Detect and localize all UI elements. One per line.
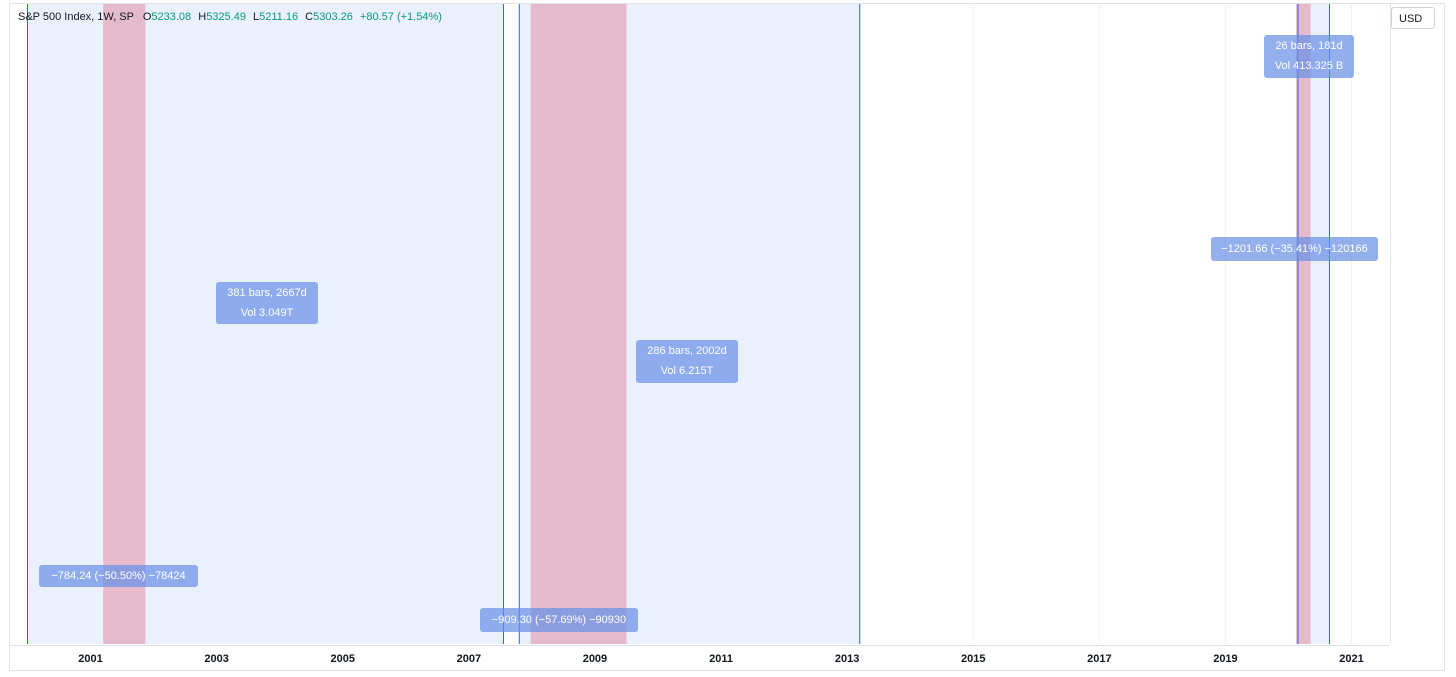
- close-value: 5303.26: [313, 11, 353, 23]
- time-tick-label: 2009: [582, 653, 608, 665]
- price-axis[interactable]: 3800.003400.003000.002600.002300.002000.…: [1390, 4, 1446, 644]
- time-tick-label: 2001: [78, 653, 103, 665]
- time-tick-label: 2019: [1213, 653, 1238, 665]
- range-background-1: [27, 4, 504, 644]
- recession-band-2: [530, 4, 627, 644]
- drop-label-2[interactable]: −909.30 (−57.69%) −90930: [480, 608, 638, 632]
- range-label-1-vol: Vol 3.049T: [240, 307, 294, 319]
- recession-band-1: [103, 4, 146, 644]
- close-label: C: [305, 11, 314, 23]
- time-tick-label: 2003: [204, 653, 229, 665]
- symbol-name[interactable]: S&P 500 Index, 1W, SP: [18, 11, 134, 23]
- change-value: +80.57 (+1.54%): [359, 11, 442, 23]
- open-label: O: [142, 11, 152, 23]
- range-label-1[interactable]: 381 bars, 2667d Vol 3.049T: [216, 282, 318, 324]
- time-tick-label: 2015: [961, 653, 986, 665]
- time-tick-label: 2011: [709, 653, 733, 665]
- open-value: 5233.08: [151, 11, 192, 23]
- range-label-1-bars: 381 bars, 2667d: [227, 287, 307, 299]
- range-label-2-bars: 286 bars, 2002d: [647, 345, 727, 357]
- price-chart[interactable]: [10, 4, 1389, 644]
- drop-label-1[interactable]: −784.24 (−50.50%) −78424: [39, 565, 198, 587]
- range-label-3-vol: Vol 413.325 B: [1274, 60, 1344, 72]
- chart-frame: [9, 3, 1445, 671]
- chart-plot-area[interactable]: [10, 4, 1389, 644]
- recession-band-3: [1296, 4, 1311, 644]
- time-tick-label: 2013: [834, 653, 860, 665]
- range-label-3-bars: 26 bars, 181d: [1275, 40, 1343, 52]
- time-axis[interactable]: 2001 2003 2005 2007 2009 2011 2013 2015 2017 2019…: [10, 645, 1389, 671]
- high-label: H: [198, 11, 207, 23]
- high-value: 5325.49: [206, 11, 246, 23]
- range-label-2[interactable]: 286 bars, 2002d Vol 6.215T: [636, 340, 738, 383]
- range-label-3[interactable]: 26 bars, 181d Vol 413.325 B: [1264, 35, 1354, 78]
- time-tick-label: 2005: [330, 653, 355, 665]
- range-label-2-vol: Vol 6.215T: [660, 365, 714, 377]
- low-label: L: [253, 11, 260, 23]
- time-tick-label: 2007: [456, 653, 482, 665]
- low-value: 5211.16: [259, 11, 299, 23]
- currency-selector[interactable]: USD: [1391, 7, 1435, 29]
- drop-label-3[interactable]: −1201.66 (−35.41%) −120166: [1211, 237, 1378, 261]
- time-tick-label: 2021: [1339, 653, 1364, 665]
- time-tick-label: 2017: [1087, 653, 1112, 665]
- symbol-legend: S&P 500 Index, 1W, SP O5233.08 H5325.49 …: [18, 11, 442, 23]
